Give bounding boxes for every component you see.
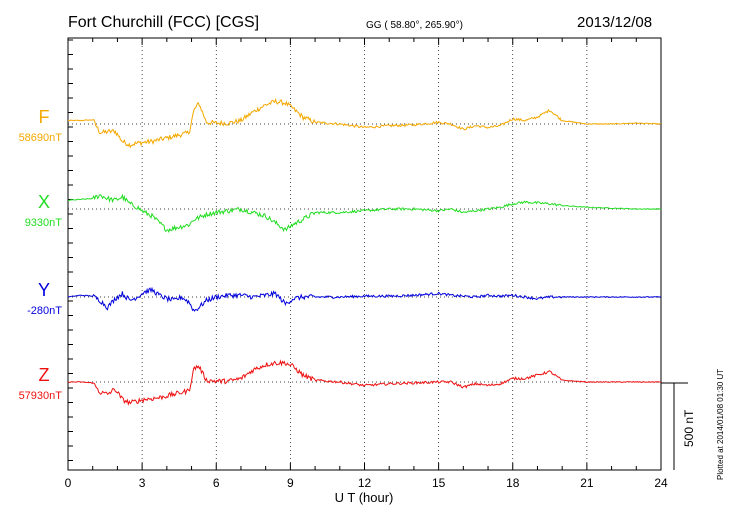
series-traces xyxy=(67,97,662,407)
scale-bar: 500 nT xyxy=(661,382,696,470)
plotted-at-note: Plotted at 2014/01/08 01:30 UT xyxy=(716,369,725,480)
series-F-trace xyxy=(67,97,661,149)
x-tick-label: 18 xyxy=(506,476,520,490)
component-label-Z: Z xyxy=(39,365,50,385)
component-label-Y: Y xyxy=(38,280,50,300)
vertical-gridlines xyxy=(141,38,588,470)
x-tick-label: 9 xyxy=(287,476,294,490)
station-coordinates: GG ( 58.80°, 265.90°) xyxy=(366,20,463,31)
baseline-value-X: 9330nT xyxy=(25,217,63,229)
y-tick-marks xyxy=(68,39,661,461)
station-title: Fort Churchill (FCC) [CGS] xyxy=(68,14,259,31)
x-tick-label: 24 xyxy=(654,476,668,490)
series-X-trace xyxy=(67,193,662,233)
x-tick-label: 3 xyxy=(139,476,146,490)
component-labels: F 58690nT X 9330nT Y -280nT Z 57930nT xyxy=(19,107,63,402)
series-Z-trace xyxy=(67,359,662,407)
baseline-value-F: 58690nT xyxy=(19,132,63,144)
x-tick-label: 12 xyxy=(358,476,372,490)
x-axis-label: U T (hour) xyxy=(335,490,394,505)
series-Y-trace xyxy=(67,286,662,312)
baseline-value-Y: -280nT xyxy=(27,305,62,317)
x-tick-label: 0 xyxy=(65,476,72,490)
x-tick-labels: 0 3 6 9 12 15 18 21 24 xyxy=(65,476,668,490)
x-tick-marks xyxy=(67,38,662,470)
x-tick-label: 6 xyxy=(213,476,220,490)
plot-date: 2013/12/08 xyxy=(577,14,652,31)
component-label-F: F xyxy=(39,107,50,127)
x-tick-label: 15 xyxy=(432,476,446,490)
x-tick-label: 21 xyxy=(580,476,594,490)
scale-bar-label: 500 nT xyxy=(682,409,696,447)
baseline-value-Z: 57930nT xyxy=(19,390,63,402)
component-label-X: X xyxy=(38,192,50,212)
